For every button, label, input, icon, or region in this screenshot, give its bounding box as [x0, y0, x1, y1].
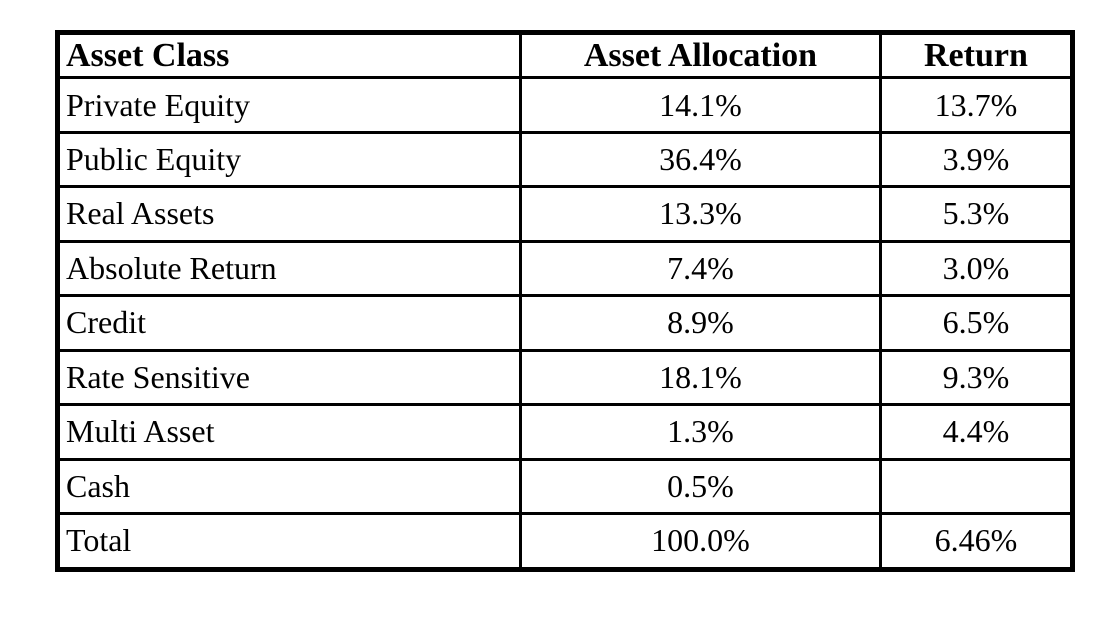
table-row: Absolute Return 7.4% 3.0%: [55, 239, 1075, 298]
table-row: Cash 0.5%: [55, 457, 1075, 516]
table-row: Private Equity 14.1% 13.7%: [55, 76, 1075, 134]
cell-asset-class: Real Assets: [55, 185, 523, 243]
cell-return: 5.3%: [878, 185, 1075, 243]
cell-return: 6.5%: [878, 294, 1075, 352]
cell-asset-class: Public Equity: [55, 130, 523, 189]
table-row: Public Equity 36.4% 3.9%: [55, 130, 1075, 189]
table-row: Multi Asset 1.3% 4.4%: [55, 403, 1075, 461]
table-row: Rate Sensitive 18.1% 9.3%: [55, 348, 1075, 407]
cell-allocation: 7.4%: [519, 239, 882, 298]
cell-return: [878, 457, 1075, 516]
cell-asset-class: Rate Sensitive: [55, 348, 523, 407]
column-header-asset-allocation: Asset Allocation: [519, 30, 882, 80]
cell-return: 13.7%: [878, 76, 1075, 134]
column-header-return: Return: [878, 30, 1075, 80]
cell-return: 3.9%: [878, 130, 1075, 189]
cell-asset-class: Absolute Return: [55, 239, 523, 298]
cell-return: 3.0%: [878, 239, 1075, 298]
table-row-total: Total 100.0% 6.46%: [55, 512, 1075, 571]
table-row: Real Assets 13.3% 5.3%: [55, 185, 1075, 243]
table-row: Credit 8.9% 6.5%: [55, 294, 1075, 352]
cell-allocation: 8.9%: [519, 294, 882, 352]
cell-allocation: 1.3%: [519, 403, 882, 461]
cell-allocation: 13.3%: [519, 185, 882, 243]
column-header-asset-class: Asset Class: [55, 30, 523, 80]
cell-allocation: 0.5%: [519, 457, 882, 516]
cell-allocation: 100.0%: [519, 512, 882, 571]
cell-return: 4.4%: [878, 403, 1075, 461]
cell-allocation: 14.1%: [519, 76, 882, 134]
cell-asset-class: Cash: [55, 457, 523, 516]
cell-return: 9.3%: [878, 348, 1075, 407]
asset-allocation-table: Asset Class Asset Allocation Return Priv…: [55, 30, 1075, 572]
cell-asset-class: Credit: [55, 294, 523, 352]
cell-asset-class: Total: [55, 512, 523, 571]
cell-asset-class: Multi Asset: [55, 403, 523, 461]
cell-asset-class: Private Equity: [55, 76, 523, 134]
cell-return: 6.46%: [878, 512, 1075, 571]
cell-allocation: 36.4%: [519, 130, 882, 189]
table-header-row: Asset Class Asset Allocation Return: [55, 30, 1075, 80]
cell-allocation: 18.1%: [519, 348, 882, 407]
